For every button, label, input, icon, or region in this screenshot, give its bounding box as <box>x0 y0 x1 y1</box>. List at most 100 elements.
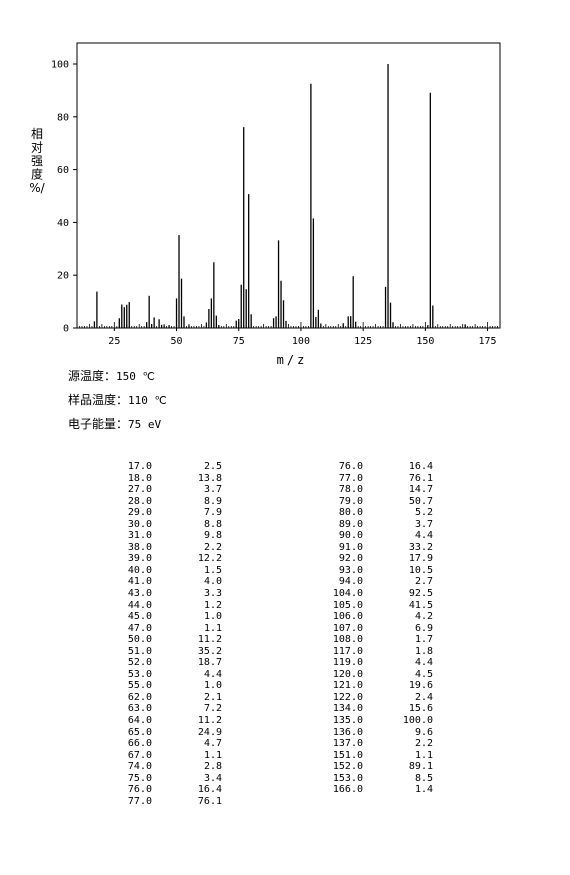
peak-intensity: 33.2 <box>408 541 433 553</box>
peak-intensity: 6.9 <box>414 622 433 634</box>
peak-mz: 52.0 <box>127 657 152 669</box>
peak-table-row: 66.0 4.7 <box>112 738 222 750</box>
peak-table-row: 76.0 16.4 <box>323 461 433 473</box>
peak-intensity: 41.5 <box>408 599 433 611</box>
peak-intensity: 2.1 <box>203 691 222 703</box>
y-axis-label-char: 相 <box>31 127 43 141</box>
x-tick-label: 100 <box>292 336 310 347</box>
peak-table-row: 29.0 7.9 <box>112 507 222 519</box>
electron-energy: 电子能量：75 eV <box>68 416 167 432</box>
peak-mz: 28.0 <box>127 495 152 507</box>
peak-mz: 106.0 <box>332 611 363 623</box>
x-tick-label: 50 <box>171 336 183 347</box>
peak-intensity: 1.1 <box>203 749 222 761</box>
peak-intensity: 11.2 <box>197 715 222 727</box>
peak-table-row: 75.0 3.4 <box>112 773 222 785</box>
peak-intensity: 89.1 <box>408 761 433 773</box>
peak-table-row: 38.0 2.2 <box>112 542 222 554</box>
peak-mz: 79.0 <box>338 495 363 507</box>
peak-intensity: 11.2 <box>197 634 222 646</box>
peak-table-row: 137.0 2.2 <box>323 738 433 750</box>
peak-intensity: 1.0 <box>203 680 222 692</box>
source-temperature-value: 150 ℃ <box>116 370 155 383</box>
y-axis: 0 20 40 60 80 100 <box>51 60 77 335</box>
peak-mz: 29.0 <box>127 507 152 519</box>
peak-intensity: 1.7 <box>414 634 433 646</box>
peak-intensity: 76.1 <box>197 795 222 807</box>
peak-intensity: 4.4 <box>414 657 433 669</box>
peak-intensity: 1.0 <box>203 611 222 623</box>
peak-mz: 76.0 <box>338 461 363 472</box>
peak-intensity: 1.2 <box>203 599 222 611</box>
source-temperature-label: 源温度： <box>68 369 117 383</box>
peak-mz: 74.0 <box>127 761 152 773</box>
peak-mz: 45.0 <box>127 611 152 623</box>
peak-mz: 55.0 <box>127 680 152 692</box>
peak-table-row: 121.0 19.6 <box>323 680 433 692</box>
peak-table-row: 107.0 6.9 <box>323 623 433 635</box>
peak-intensity: 100.0 <box>402 715 433 727</box>
peak-mz: 104.0 <box>332 588 363 600</box>
peak-intensity: 16.4 <box>197 784 222 796</box>
y-axis-label-char: 强 <box>31 154 43 168</box>
peak-intensity: 7.2 <box>203 703 222 715</box>
peak-mz: 47.0 <box>127 622 152 634</box>
peak-table-row: 106.0 4.2 <box>323 611 433 623</box>
peak-mz: 80.0 <box>338 507 363 519</box>
peak-mz: 119.0 <box>332 657 363 669</box>
y-tick-label: 80 <box>57 112 69 123</box>
y-tick-label: 0 <box>63 324 69 335</box>
peak-mz: 50.0 <box>127 634 152 646</box>
peak-mz: 44.0 <box>127 599 152 611</box>
peak-intensity: 2.5 <box>203 461 222 472</box>
peak-intensity: 2.4 <box>414 691 433 703</box>
peak-table-row: 90.0 4.4 <box>323 530 433 542</box>
peak-table-row: 120.0 4.5 <box>323 669 433 681</box>
peak-intensity: 4.4 <box>414 530 433 542</box>
peak-intensity: 1.4 <box>414 784 433 796</box>
y-tick-label: 20 <box>57 271 69 282</box>
peak-mz: 65.0 <box>127 726 152 738</box>
peak-table-row: 40.0 1.5 <box>112 565 222 577</box>
peak-table-row: 63.0 7.2 <box>112 703 222 715</box>
peak-table-row: 78.0 14.7 <box>323 484 433 496</box>
peak-table-row: 94.0 2.7 <box>323 576 433 588</box>
peak-table-row: 43.0 3.3 <box>112 588 222 600</box>
electron-energy-value: 75 eV <box>128 418 162 431</box>
peak-mz: 76.0 <box>127 784 152 796</box>
peak-table-row: 52.0 18.7 <box>112 657 222 669</box>
y-tick-label: 100 <box>51 60 69 71</box>
x-tick-label: 150 <box>416 336 434 347</box>
peak-mz: 78.0 <box>338 484 363 496</box>
plot-border <box>76 42 501 329</box>
peak-intensity: 92.5 <box>408 588 433 600</box>
peak-table-row: 77.0 76.1 <box>323 473 433 485</box>
peak-table-row: 91.0 33.2 <box>323 542 433 554</box>
source-temperature: 源温度：150 ℃ <box>68 368 167 384</box>
peak-table-row: 80.0 5.2 <box>323 507 433 519</box>
peak-table-row: 28.0 8.9 <box>112 496 222 508</box>
peak-mz: 166.0 <box>332 784 363 796</box>
peak-mz: 135.0 <box>332 715 363 727</box>
peak-mz: 62.0 <box>127 691 152 703</box>
peak-intensity: 3.3 <box>203 588 222 600</box>
peak-mz: 77.0 <box>338 472 363 484</box>
peak-table-row: 64.0 11.2 <box>112 715 222 727</box>
peak-table-row: 27.0 3.7 <box>112 484 222 496</box>
peak-table-row: 47.0 1.1 <box>112 623 222 635</box>
sample-temperature: 样品温度：110 ℃ <box>68 392 167 408</box>
peak-table-row: 79.0 50.7 <box>323 496 433 508</box>
peak-mz: 51.0 <box>127 645 152 657</box>
peak-intensity: 14.7 <box>408 484 433 496</box>
peak-mz: 30.0 <box>127 518 152 530</box>
peak-intensity: 4.7 <box>203 738 222 750</box>
peak-intensity: 12.2 <box>197 553 222 565</box>
peak-table-row: 104.0 92.5 <box>323 588 433 600</box>
peak-mz: 136.0 <box>332 726 363 738</box>
peak-mz: 38.0 <box>127 541 152 553</box>
peak-mz: 91.0 <box>338 541 363 553</box>
peak-table-row: 18.0 13.8 <box>112 473 222 485</box>
peak-mz: 31.0 <box>127 530 152 542</box>
